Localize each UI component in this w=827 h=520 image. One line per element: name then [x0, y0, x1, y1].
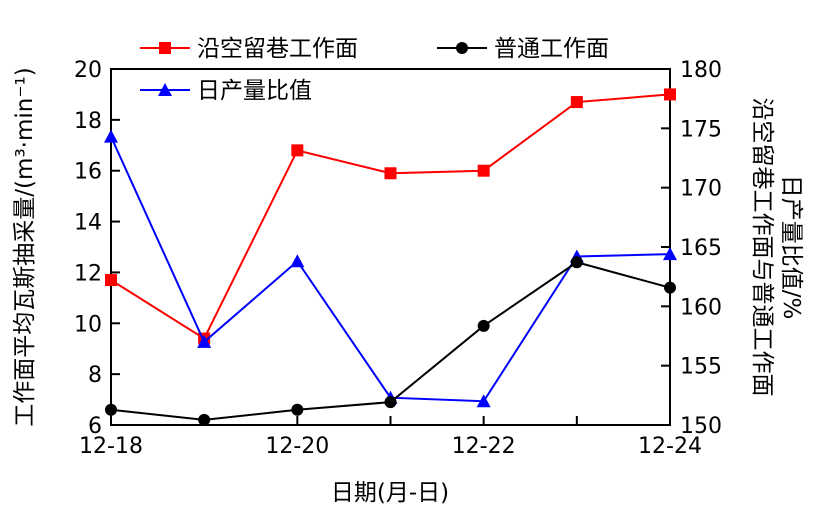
normal-face-series-point: [664, 281, 676, 294]
left-y-tick-label: 6: [88, 414, 102, 439]
normal-face-series-point: [105, 403, 117, 416]
gob-side-series-line: [110, 93, 671, 340]
output-ratio-series-point: [197, 334, 212, 348]
legend-item-normal-face-series: 普通工作面: [437, 36, 609, 62]
right-y-axis-title-line1: 沿空留巷工作面与普通工作面: [749, 98, 775, 397]
x-tick-label: 12-24: [638, 434, 702, 459]
plot-area-border: [110, 68, 671, 426]
left-y-tick-label: 8: [88, 363, 102, 388]
legend-label: 普通工作面: [494, 36, 609, 62]
x-axis: 12-18 12-20 12-22 12-24: [79, 416, 702, 459]
x-tick-label: 12-18: [79, 434, 143, 459]
normal-face-series-point: [291, 403, 304, 416]
legend-item-gob-side-series: 沿空留巷工作面: [140, 36, 358, 62]
left-y-tick-label: 16: [74, 160, 102, 185]
output-ratio-series-point: [104, 129, 118, 143]
x-tick-label: 12-22: [452, 434, 516, 459]
gob-side-series-point: [664, 88, 676, 101]
legend-item-output-ratio-series: 日产量比值: [140, 78, 312, 104]
output-ratio-series-point: [663, 247, 677, 261]
right-y-tick-label: 160: [680, 295, 722, 320]
legend-marker-point: [158, 83, 172, 96]
left-y-tick-label: 20: [74, 58, 102, 83]
left-y-tick-label: 18: [74, 109, 102, 134]
gob-side-series-point: [105, 274, 117, 287]
left-y-axis: 6 8 10 12 14 16 18 20: [74, 58, 120, 439]
normal-face-series-point: [570, 256, 583, 269]
gob-side-series-point: [477, 164, 490, 177]
legend-label: 日产量比值: [197, 78, 312, 104]
left-y-tick-label: 12: [74, 261, 102, 286]
left-y-axis-title: 工作面平均瓦斯抽采量/(m³·min⁻¹): [12, 67, 38, 426]
output-ratio-series-point: [290, 254, 305, 268]
right-y-tick-label: 165: [680, 236, 722, 261]
x-axis-title: 日期(月-日): [331, 480, 449, 506]
normal-face-series: [105, 256, 676, 426]
normal-face-series-point: [477, 319, 490, 332]
x-tick-label: 12-20: [265, 434, 329, 459]
gob-side-series-point: [291, 144, 304, 157]
right-y-axis-title-line2: 日产量比值/%: [778, 175, 804, 320]
legend-marker-point: [159, 42, 171, 54]
gob-side-series-point: [570, 96, 583, 109]
right-y-tick-label: 180: [680, 58, 722, 83]
output-ratio-series-point: [476, 394, 491, 408]
series-layer: [104, 88, 677, 426]
normal-face-series-point: [198, 413, 211, 426]
left-y-tick-label: 10: [74, 312, 102, 337]
legend-marker-point: [456, 42, 468, 54]
normal-face-series-point: [384, 396, 397, 409]
right-y-tick-label: 170: [680, 177, 722, 202]
right-y-tick-label: 175: [680, 117, 722, 142]
left-y-tick-label: 14: [74, 211, 102, 236]
right-y-tick-label: 155: [680, 355, 722, 380]
legend-label: 沿空留巷工作面: [197, 36, 358, 62]
right-y-tick-label: 150: [680, 414, 722, 439]
right-y-axis: 150 155 160 165 170 175 180: [661, 58, 722, 439]
gob-side-series: [105, 88, 676, 345]
gob-side-series-point: [384, 167, 397, 180]
plot-frame: [110, 68, 671, 426]
